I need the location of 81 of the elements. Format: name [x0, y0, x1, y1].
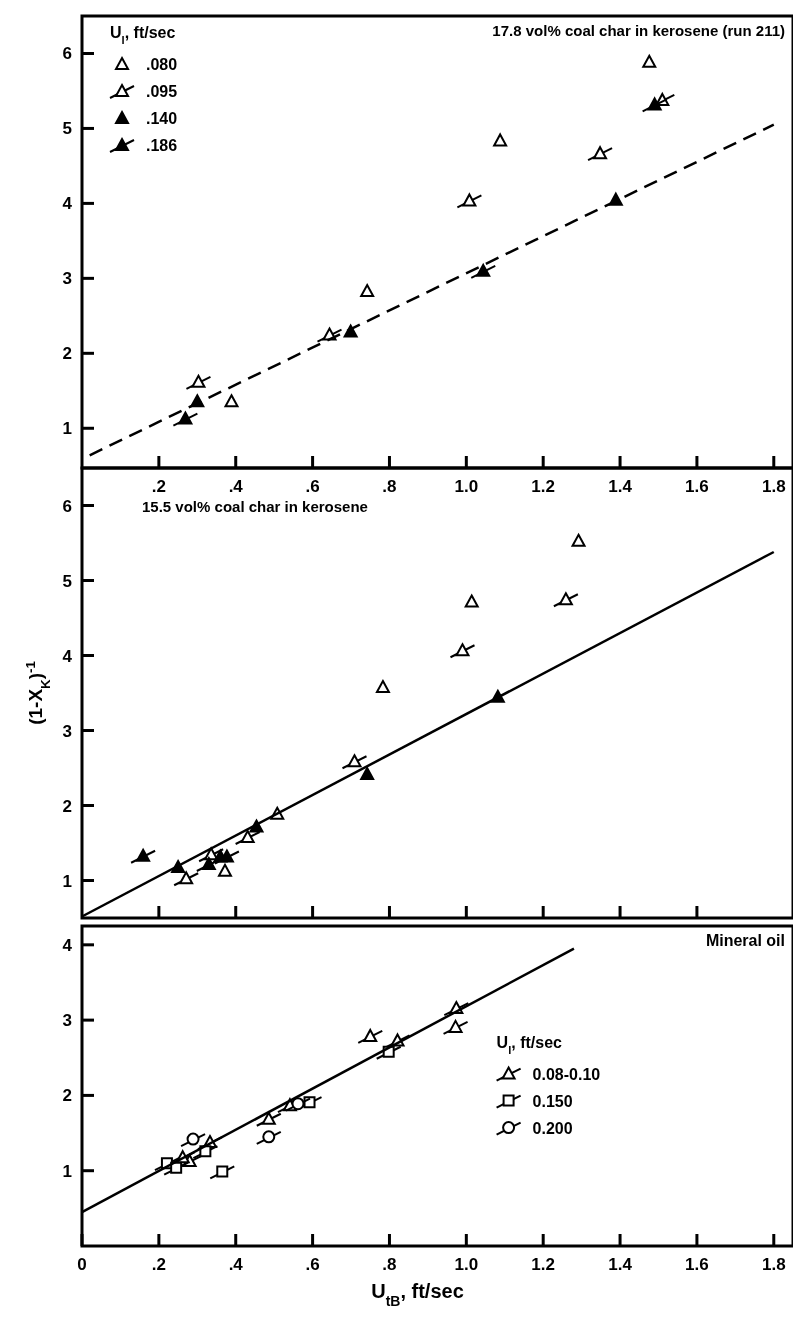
point: [224, 394, 239, 408]
point: [455, 643, 470, 657]
x-tick-label: .2: [151, 477, 166, 496]
y-tick-label: 2: [62, 344, 72, 364]
y-tick-label: 3: [62, 1011, 72, 1031]
legend-title: U$_{l}$, ft/sec: [110, 24, 176, 46]
x-tick-label: .4: [228, 1255, 244, 1274]
y-tick-label: 6: [62, 44, 72, 64]
point: [249, 819, 264, 833]
x-tick-label: 1.8: [761, 477, 786, 496]
y-tick-label: 6: [62, 496, 72, 516]
point: [360, 767, 375, 780]
text: 15.5 vol% coal char in kerosene: [142, 498, 368, 515]
y-tick-label: 2: [62, 1086, 72, 1106]
x-tick-label: 1.8: [761, 1255, 786, 1274]
point: [179, 871, 194, 885]
x-tick-label: .8: [382, 1255, 397, 1274]
x-tick-label: .2: [151, 1255, 166, 1274]
y-tick-label: 2: [62, 796, 72, 816]
x-tick-label: 1.6: [685, 1255, 709, 1274]
point: [261, 1111, 276, 1125]
x-tick-label: .6: [305, 1255, 320, 1274]
point: [462, 193, 477, 207]
point: [201, 857, 216, 870]
point: [493, 133, 508, 147]
point: [178, 411, 193, 425]
point: [571, 533, 586, 547]
point: [647, 97, 662, 111]
x-axis-title: U$_{tB}$, ft/sec: [371, 1280, 464, 1309]
y-tick-label: 4: [62, 646, 73, 666]
x-tick-label: .8: [382, 477, 397, 496]
point: [217, 863, 232, 877]
legend-label: .140: [146, 110, 178, 127]
x-tick-label: 1.4: [608, 477, 633, 496]
point: [593, 146, 608, 160]
x-tick-label: 0: [77, 1255, 87, 1274]
y-tick-label: 4: [62, 194, 73, 214]
x-tick-label: 1.0: [454, 1255, 479, 1274]
point: [216, 1165, 229, 1178]
y-tick-label: 1: [62, 419, 72, 439]
x-tick-label: 1.0: [454, 477, 479, 496]
legend-label: .080: [146, 56, 178, 73]
point: [360, 284, 375, 298]
point: [262, 1130, 276, 1144]
legend-label: 0.150: [532, 1092, 573, 1110]
point: [219, 849, 234, 863]
x-tick-label: 1.2: [531, 1255, 556, 1274]
x-tick-label: .6: [305, 477, 320, 496]
point: [558, 592, 573, 606]
point: [464, 594, 479, 608]
legend-label: .186: [146, 137, 178, 154]
x-tick-label: 1.6: [685, 477, 709, 496]
y-tick-label: 5: [62, 119, 72, 139]
x-tick-label: 1.2: [531, 477, 556, 496]
y-tick-label: 3: [62, 269, 72, 289]
point: [291, 1097, 305, 1111]
x-tick-label: .4: [228, 477, 244, 496]
legend-label: .095: [146, 83, 178, 100]
point: [347, 754, 362, 768]
chart-title: 17.8 vol% coal char in kerosene (run 211): [492, 22, 785, 39]
y-tick-label: 1: [62, 871, 72, 891]
point: [343, 324, 358, 338]
point: [191, 374, 206, 388]
point: [170, 1161, 183, 1174]
legend-title: U$_{l}$, ft/sec: [496, 1033, 563, 1056]
point: [240, 830, 255, 843]
y-tick-label: 4: [62, 935, 73, 955]
chart-title: Mineral oil: [705, 932, 785, 949]
point: [375, 680, 390, 693]
legend-label: 0.08-0.10: [532, 1065, 601, 1083]
point: [448, 1019, 463, 1033]
y-tick-label: 1: [62, 1161, 72, 1181]
point: [363, 1028, 378, 1042]
point: [476, 263, 491, 277]
x-tick-label: 1.4: [608, 1255, 633, 1274]
point: [186, 1132, 200, 1146]
point: [642, 54, 657, 68]
legend-label: 0.200: [532, 1119, 573, 1137]
point: [136, 848, 151, 862]
y-tick-label: 3: [62, 721, 72, 741]
y-tick-label: 5: [62, 571, 72, 591]
